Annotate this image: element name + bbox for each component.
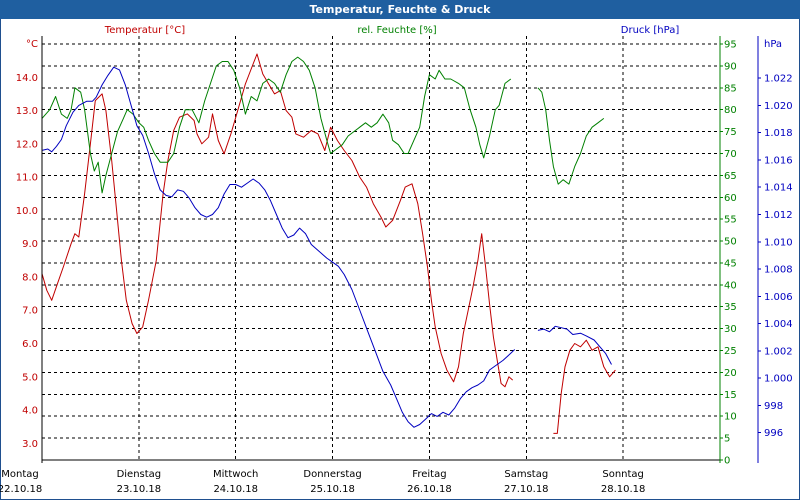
x-tick-date: 27.10.18 (504, 484, 549, 495)
pressure-series-line (537, 325, 612, 365)
temperature-series-line (553, 339, 616, 434)
humidity-tick-label: 0 (724, 456, 730, 467)
x-tick-day-name: Sonntag (602, 469, 644, 480)
humidity-tick-label: 55 (724, 215, 737, 226)
x-tick-day-name: Mittwoch (213, 469, 258, 480)
temperature-series-line (41, 53, 514, 388)
x-tick-day-name: Montag (1, 469, 38, 480)
temperature-tick-label: 12.0 (16, 139, 38, 150)
humidity-tick-label: 60 (724, 193, 737, 204)
humidity-tick-label: 25 (724, 346, 737, 357)
temperature-unit-label: °C (26, 39, 38, 50)
humidity-tick-label: 15 (724, 390, 737, 401)
temperature-tick-label: 6.0 (22, 339, 38, 350)
humidity-tick-label: 70 (724, 149, 737, 160)
humidity-tick-label: 10 (724, 412, 737, 423)
pressure-unit-label: hPa (764, 39, 782, 50)
humidity-tick-label: 90 (724, 61, 737, 72)
pressure-tick-label: 1.000 (764, 374, 793, 385)
x-tick-day-name: Samstag (504, 469, 548, 480)
temperature-tick-label: 3.0 (22, 439, 38, 450)
humidity-tick-label: 5 (724, 434, 730, 445)
x-tick-date: 22.10.18 (0, 484, 42, 495)
legend-pressure: Druck [hPa] (621, 25, 680, 36)
x-tick-date: 26.10.18 (407, 484, 452, 495)
x-tick-day-name: Dienstag (117, 469, 162, 480)
pressure-tick-label: 1.010 (764, 237, 793, 248)
pressure-tick-label: 1.004 (764, 319, 793, 330)
humidity-tick-label: 95 (724, 40, 737, 51)
temperature-tick-label: 7.0 (22, 306, 38, 317)
pressure-tick-label: 1.008 (764, 265, 793, 276)
pressure-tick-label: 1.012 (764, 210, 793, 221)
x-tick-day-name: Donnerstag (303, 469, 361, 480)
humidity-tick-label: 50 (724, 237, 737, 248)
pressure-tick-label: 1.002 (764, 346, 793, 357)
title-bar: Temperatur, Feuchte & Druck (0, 0, 800, 19)
x-tick-day-name: Freitag (412, 469, 446, 480)
x-tick-date: 25.10.18 (310, 484, 355, 495)
temperature-tick-label: 13.0 (16, 106, 38, 117)
humidity-tick-label: 40 (724, 280, 737, 291)
chart-title: Temperatur, Feuchte & Druck (309, 3, 491, 16)
x-tick-date: 23.10.18 (117, 484, 162, 495)
pressure-tick-label: 1.016 (764, 155, 793, 166)
humidity-series-line (41, 56, 512, 194)
temperature-tick-label: 11.0 (16, 173, 38, 184)
pressure-tick-label: 1.018 (764, 128, 793, 139)
pressure-tick-label: 996 (764, 428, 783, 439)
x-tick-date: 28.10.18 (601, 484, 646, 495)
legend-temperature: Temperatur [°C] (104, 25, 185, 36)
temperature-tick-label: 8.0 (22, 272, 38, 283)
humidity-tick-label: 65 (724, 171, 737, 182)
temperature-tick-label: 5.0 (22, 372, 38, 383)
humidity-tick-label: 35 (724, 302, 737, 313)
pressure-tick-label: 1.014 (764, 183, 793, 194)
humidity-tick-label: 45 (724, 258, 737, 269)
pressure-series-line (41, 66, 516, 428)
humidity-tick-label: 20 (724, 368, 737, 379)
humidity-tick-label: 30 (724, 324, 737, 335)
pressure-tick-label: 998 (764, 401, 783, 412)
pressure-tick-label: 1.020 (764, 101, 793, 112)
x-tick-date: 24.10.18 (213, 484, 258, 495)
temperature-tick-label: 10.0 (16, 206, 38, 217)
temperature-tick-label: 4.0 (22, 406, 38, 417)
legend-humidity: rel. Feuchte [%] (357, 25, 436, 36)
pressure-tick-label: 1.006 (764, 292, 793, 303)
humidity-tick-label: 75 (724, 127, 737, 138)
temperature-tick-label: 9.0 (22, 239, 38, 250)
pressure-tick-label: 1.022 (764, 74, 793, 85)
temperature-tick-label: 14.0 (16, 73, 38, 84)
humidity-series-line (537, 87, 605, 185)
humidity-tick-label: 85 (724, 83, 737, 94)
humidity-tick-label: 80 (724, 105, 737, 116)
